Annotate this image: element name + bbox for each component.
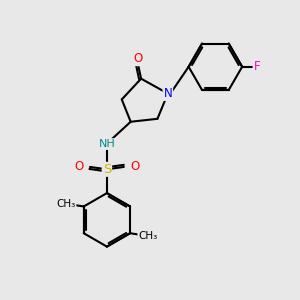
Text: O: O [130, 160, 139, 173]
Text: F: F [254, 60, 260, 73]
Text: O: O [134, 52, 143, 65]
Text: NH: NH [98, 139, 115, 149]
Text: S: S [103, 163, 111, 176]
Text: CH₃: CH₃ [138, 231, 158, 241]
Text: N: N [164, 87, 172, 100]
Text: CH₃: CH₃ [56, 199, 76, 209]
Text: O: O [75, 160, 84, 173]
